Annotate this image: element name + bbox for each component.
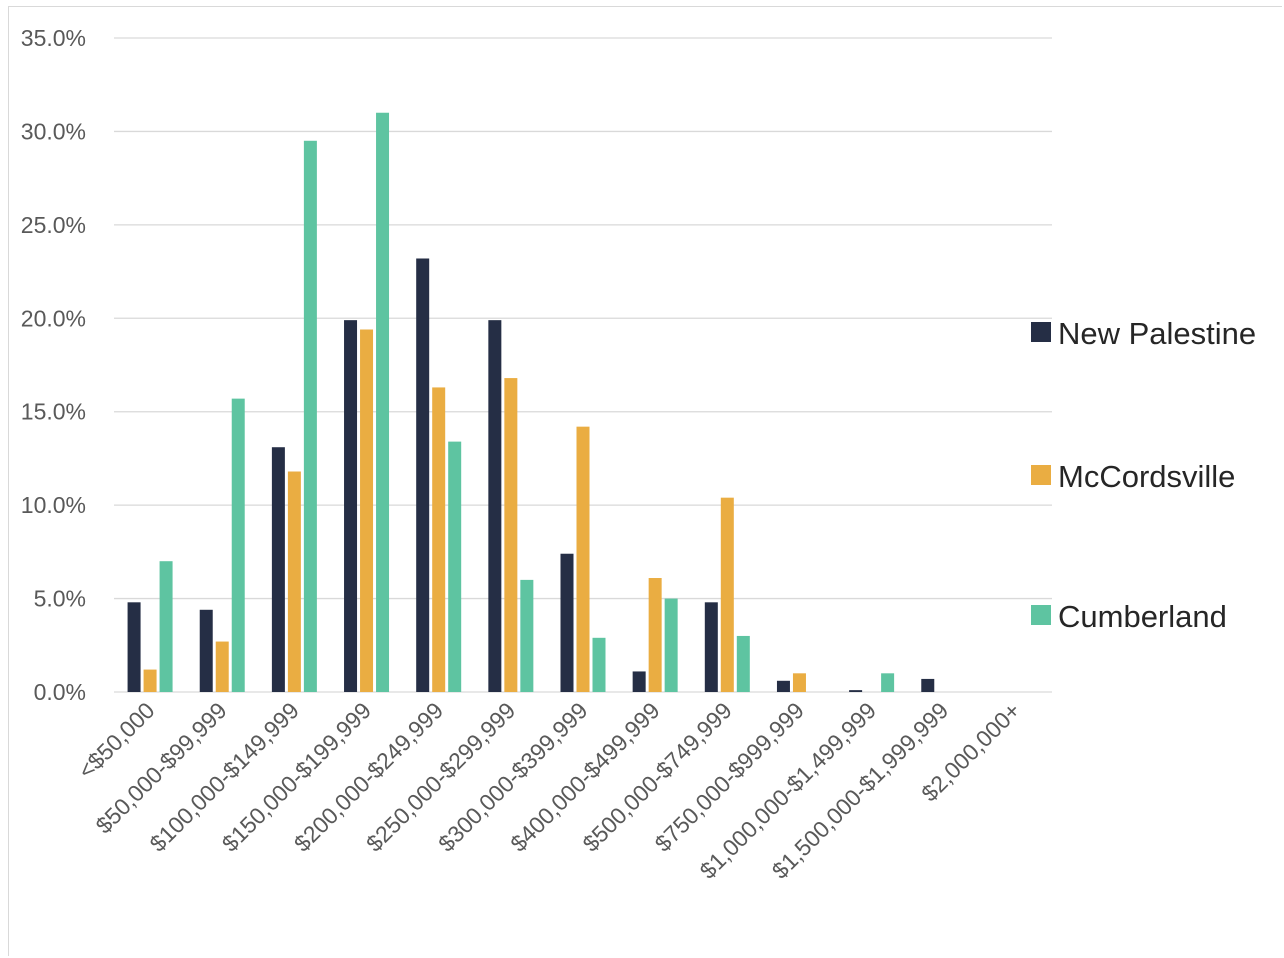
y-tick-label: 0.0%: [34, 679, 86, 705]
bar-cumberland: [303, 140, 317, 692]
bar-mccordsville: [143, 669, 157, 692]
bar-new-palestine: [488, 320, 502, 692]
y-axis-tick-labels: 0.0% 5.0% 10.0% 15.0% 20.0% 25.0% 30.0% 35.0%: [21, 25, 86, 705]
bar-new-palestine: [199, 609, 213, 692]
bar-new-palestine: [271, 447, 285, 692]
bar-new-palestine: [632, 671, 646, 692]
legend-swatch: [1031, 322, 1051, 342]
legend-label: Cumberland: [1058, 599, 1227, 634]
bar-mccordsville: [432, 387, 446, 692]
y-tick-label: 10.0%: [21, 492, 86, 518]
y-tick-label: 15.0%: [21, 399, 86, 425]
x-tick-label: $50,000-$99,999: [90, 697, 231, 838]
bar-mccordsville: [215, 641, 229, 692]
bar-new-palestine: [416, 258, 430, 692]
bar-cumberland: [881, 673, 895, 692]
bar-mccordsville: [792, 673, 806, 692]
bar-new-palestine: [776, 680, 790, 692]
bar-cumberland: [159, 561, 173, 692]
legend-swatch: [1031, 465, 1051, 485]
bar-mccordsville: [504, 378, 518, 692]
legend: New Palestine McCordsville Cumberland: [1031, 316, 1256, 634]
legend-label: New Palestine: [1058, 316, 1256, 351]
legend-label: McCordsville: [1058, 459, 1235, 494]
bar-cumberland: [664, 598, 678, 692]
y-tick-label: 25.0%: [21, 212, 86, 238]
bar-cumberland: [448, 441, 462, 692]
bar-mccordsville: [360, 329, 374, 692]
y-tick-label: 30.0%: [21, 118, 86, 144]
bar-new-palestine: [127, 602, 141, 692]
bar-cumberland: [520, 579, 534, 692]
legend-swatch: [1031, 605, 1051, 625]
y-tick-label: 35.0%: [21, 25, 86, 51]
bar-mccordsville: [576, 426, 590, 692]
bar-new-palestine: [704, 602, 718, 692]
bar-mccordsville: [720, 497, 734, 692]
bar-cumberland: [376, 112, 390, 692]
bar-cumberland: [231, 398, 245, 692]
chart-frame: [8, 6, 1282, 956]
x-axis-tick-labels: <$50,000$50,000-$99,999$100,000-$149,999…: [73, 697, 1026, 884]
bar-mccordsville: [287, 471, 301, 692]
bar-cumberland: [736, 635, 750, 692]
bars: [127, 112, 935, 692]
bar-new-palestine: [560, 553, 574, 692]
bar-cumberland: [592, 637, 606, 692]
bar-new-palestine: [921, 678, 935, 692]
bar-mccordsville: [648, 578, 662, 692]
y-tick-label: 20.0%: [21, 305, 86, 331]
y-tick-label: 5.0%: [34, 586, 86, 612]
bar-new-palestine: [344, 320, 358, 692]
bar-new-palestine: [849, 690, 863, 692]
